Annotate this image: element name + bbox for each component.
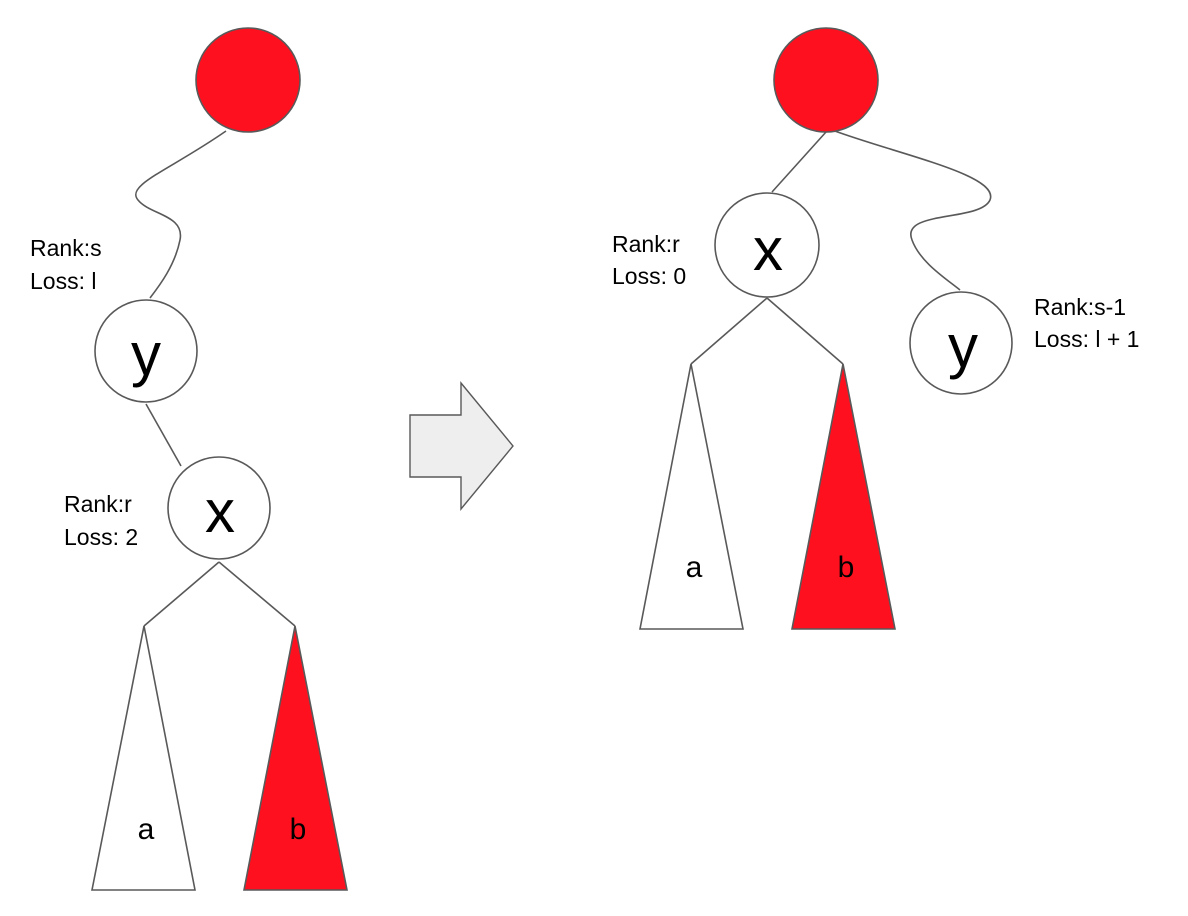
after-tree: x Rank:r Loss: 0 y Rank:s-1 Loss: l + 1 … [612, 27, 1139, 630]
before-node-y-loss: Loss: l [30, 268, 96, 294]
after-edge-x-to-b [766, 297, 844, 365]
after-subtree-b-label: b [838, 551, 855, 584]
after-edge-root-to-y [831, 129, 992, 291]
after-node-x [714, 192, 820, 298]
after-subtree-b [791, 363, 896, 630]
before-edge-x-to-b [218, 561, 296, 627]
before-root-node [195, 27, 301, 133]
before-edge-x-to-a [143, 561, 220, 627]
before-node-x-rank: Rank:r [64, 491, 132, 517]
before-edge-y-to-x [145, 403, 182, 467]
before-node-x-letter: x [205, 478, 235, 545]
before-tree: y Rank:s Loss: l x Rank:r Loss: 2 a b [30, 27, 348, 891]
after-node-x-loss: Loss: 0 [612, 263, 686, 289]
after-node-y-loss: Loss: l + 1 [1034, 326, 1139, 352]
after-root-node [773, 27, 879, 133]
before-node-y-rank: Rank:s [30, 235, 102, 261]
after-subtree-a-label: a [686, 551, 703, 584]
after-node-y [909, 291, 1013, 395]
after-node-x-rank: Rank:r [612, 231, 680, 257]
before-subtree-a-label: a [138, 813, 155, 846]
right-arrow-icon [409, 381, 514, 511]
after-edge-root-to-x [771, 131, 827, 193]
before-edge-root-to-y [135, 130, 227, 299]
after-node-x-letter: x [753, 216, 783, 283]
before-node-x-loss: Loss: 2 [64, 524, 138, 550]
after-node-y-letter: y [948, 313, 978, 380]
before-subtree-b-label: b [290, 813, 307, 846]
before-node-y-letter: y [131, 321, 161, 388]
after-subtree-a [639, 363, 744, 630]
before-node-y [94, 299, 198, 403]
after-edge-x-to-a [690, 297, 768, 365]
before-node-x [167, 456, 271, 560]
after-node-y-rank: Rank:s-1 [1034, 294, 1126, 320]
before-subtree-a [91, 625, 196, 891]
before-subtree-b [243, 625, 348, 891]
